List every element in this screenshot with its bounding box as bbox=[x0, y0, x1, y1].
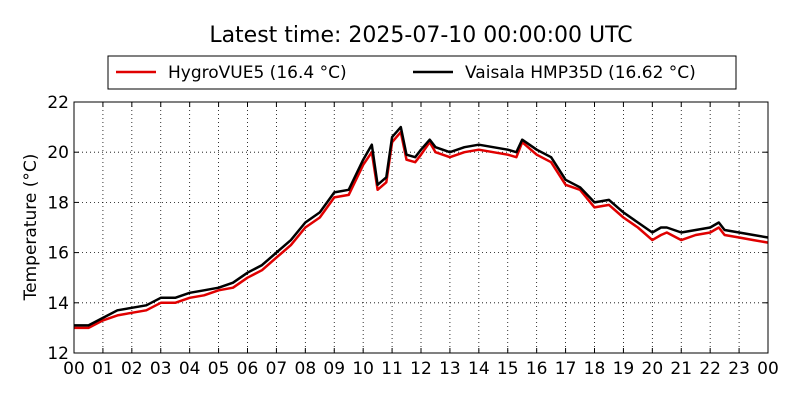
x-tick-label: 13 bbox=[439, 359, 461, 379]
legend-label-vaisala: Vaisala HMP35D (16.62 °C) bbox=[465, 63, 696, 83]
x-tick-label: 09 bbox=[323, 359, 345, 379]
y-tick-label: 20 bbox=[47, 143, 69, 163]
series-layer bbox=[74, 125, 769, 330]
y-axis-label: Temperature (°C) bbox=[21, 154, 41, 302]
y-tick-label: 22 bbox=[47, 93, 69, 113]
x-tick-label: 16 bbox=[526, 359, 548, 379]
x-tick-label: 02 bbox=[121, 359, 143, 379]
x-tick-label: 19 bbox=[613, 359, 635, 379]
x-tick-label: 05 bbox=[208, 359, 230, 379]
x-tick-label: 04 bbox=[179, 359, 201, 379]
x-tick-label: 03 bbox=[150, 359, 172, 379]
x-tick-label: 07 bbox=[266, 359, 288, 379]
chart-title: Latest time: 2025-07-10 00:00:00 UTC bbox=[209, 23, 632, 48]
x-tick-label: 15 bbox=[497, 359, 519, 379]
x-tick-label: 23 bbox=[728, 359, 750, 379]
legend: HygroVUE5 (16.4 °C) Vaisala HMP35D (16.6… bbox=[107, 55, 737, 90]
x-tick-label: 14 bbox=[468, 359, 490, 379]
x-tick-label: 10 bbox=[352, 359, 374, 379]
x-tick-label: 17 bbox=[555, 359, 577, 379]
x-tick-label: 06 bbox=[237, 359, 259, 379]
axis-ticks: 00 01 02 03 04 05 06 07 08 09 10 11 12 13 14 15 16 17 18 19… bbox=[47, 93, 778, 379]
x-tick-label: 18 bbox=[584, 359, 606, 379]
x-tick-label: 01 bbox=[92, 359, 114, 379]
x-tick-label: 22 bbox=[699, 359, 721, 379]
y-tick-label: 12 bbox=[47, 344, 69, 364]
x-tick-label: 20 bbox=[642, 359, 664, 379]
y-tick-label: 16 bbox=[47, 244, 69, 264]
x-tick-label: 12 bbox=[410, 359, 432, 379]
y-tick-label: 14 bbox=[47, 294, 69, 314]
x-tick-label: 00 bbox=[63, 359, 85, 379]
y-tick-label: 18 bbox=[47, 193, 69, 213]
x-tick-label: 00 bbox=[757, 359, 779, 379]
x-tick-label: 08 bbox=[295, 359, 317, 379]
series-line-vaisala bbox=[74, 125, 769, 327]
x-tick-label: 21 bbox=[670, 359, 692, 379]
x-tick-label: 11 bbox=[381, 359, 403, 379]
legend-label-hygrovue: HygroVUE5 (16.4 °C) bbox=[168, 63, 347, 83]
series-line-hygrovue bbox=[74, 130, 769, 330]
